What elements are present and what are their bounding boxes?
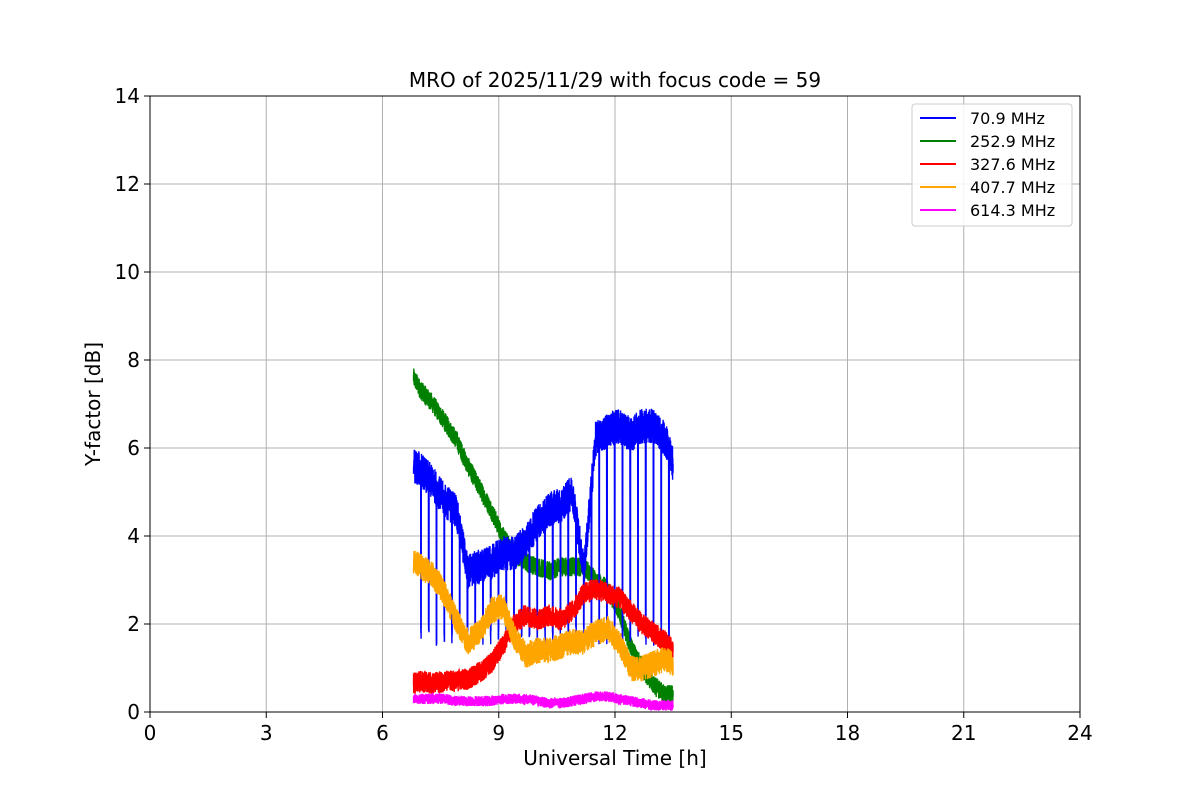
legend-label: 252.9 MHz — [970, 132, 1055, 151]
y-tick-label: 10 — [115, 260, 140, 284]
y-tick-label: 2 — [127, 612, 140, 636]
series-line-70-9-mhz — [412, 408, 674, 646]
y-tick-label: 4 — [127, 524, 140, 548]
legend-box — [911, 103, 1073, 227]
y-axis-label: Y-factor [dB] — [81, 342, 105, 467]
legend-label: 327.6 MHz — [970, 155, 1055, 174]
x-tick-label: 21 — [951, 721, 976, 745]
y-tick-label: 14 — [115, 84, 140, 108]
y-tick-label: 12 — [115, 172, 140, 196]
x-tick-label: 3 — [260, 721, 273, 745]
x-axis-label: Universal Time [h] — [523, 746, 706, 770]
y-tick-label: 6 — [127, 436, 140, 460]
series-line-252-9-mhz — [412, 368, 674, 704]
series-line-407-7-mhz — [412, 550, 674, 682]
y-tick-label: 8 — [127, 348, 140, 372]
legend-label: 407.7 MHz — [970, 178, 1055, 197]
series-line-614-3-mhz — [412, 690, 674, 712]
x-tick-label: 6 — [376, 721, 389, 745]
legend-label: 70.9 MHz — [970, 109, 1045, 128]
series-layer — [412, 368, 674, 712]
y-tick-label: 0 — [127, 700, 140, 724]
series-line-327-6-mhz — [412, 579, 674, 694]
x-tick-label: 18 — [835, 721, 860, 745]
x-tick-label: 15 — [719, 721, 744, 745]
x-tick-label: 9 — [492, 721, 505, 745]
chart-title: MRO of 2025/11/29 with focus code = 59 — [409, 68, 821, 92]
legend: 70.9 MHz 252.9 MHz 327.6 MHz 407.7 MHz 614.3… — [911, 103, 1073, 227]
x-tick-label: 24 — [1067, 721, 1092, 745]
legend-label: 614.3 MHz — [970, 201, 1055, 220]
x-tick-label: 0 — [144, 721, 157, 745]
x-tick-label: 12 — [602, 721, 627, 745]
